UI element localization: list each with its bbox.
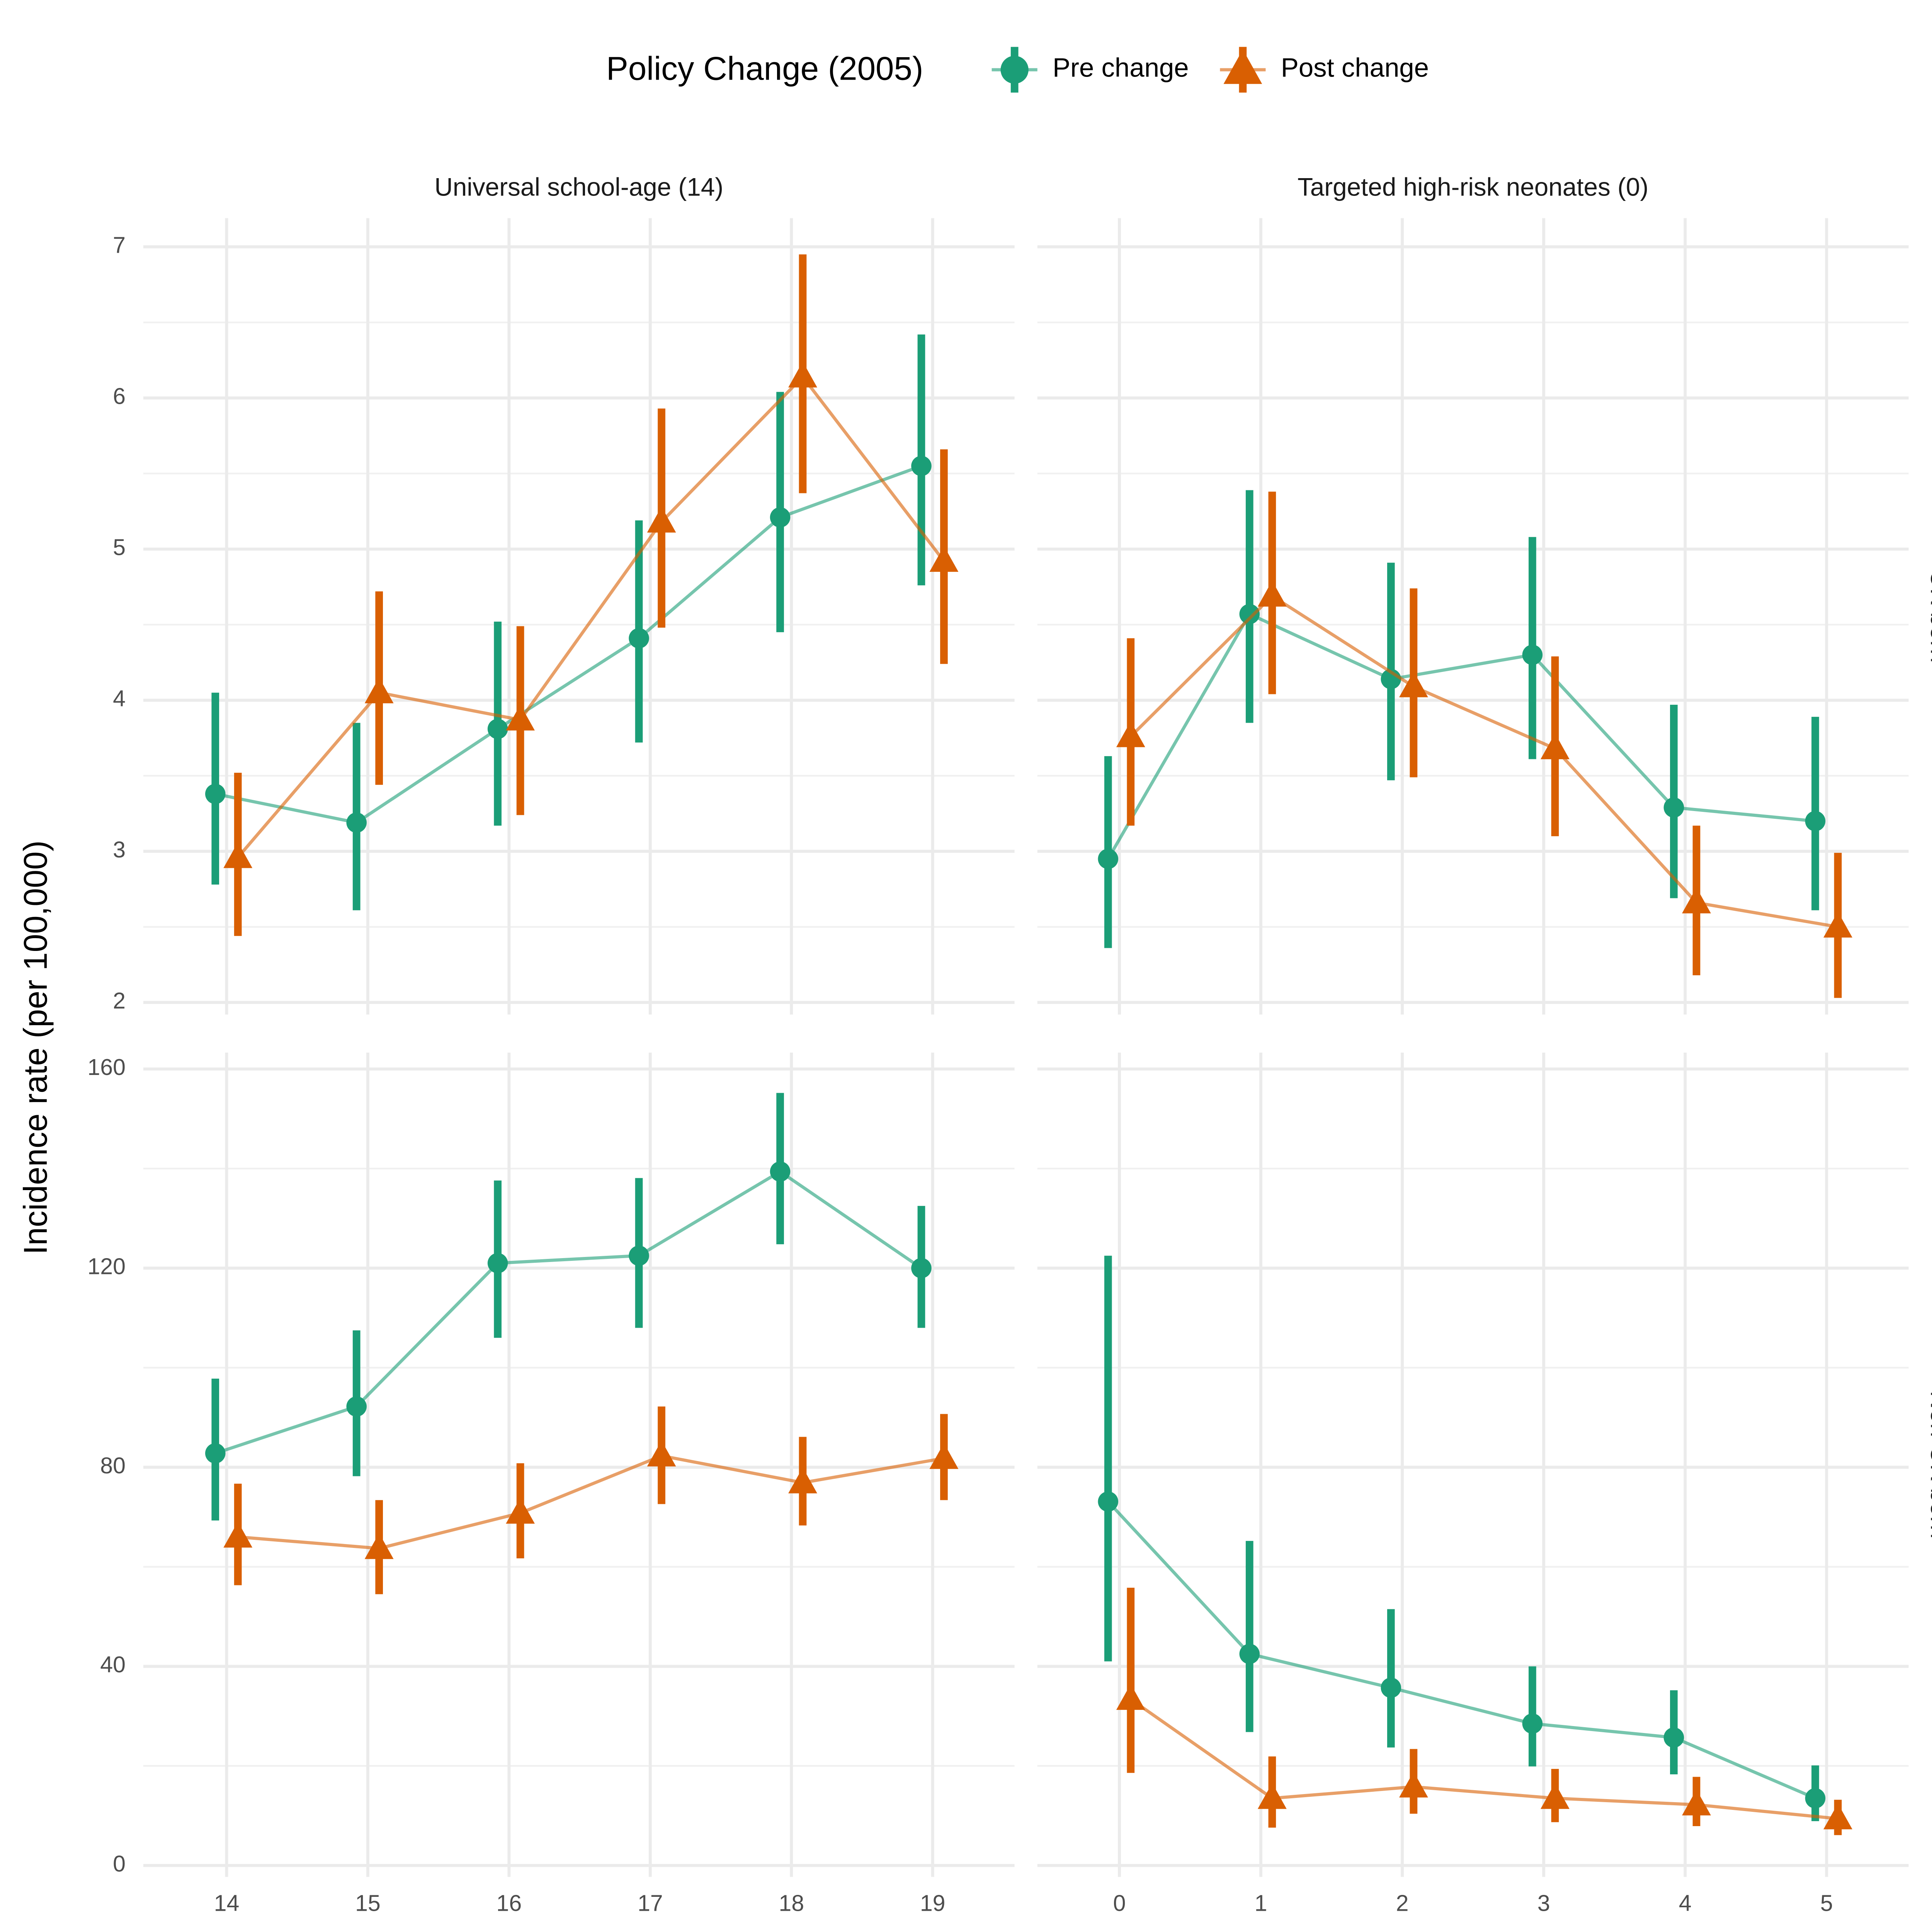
y-tick-label: 7 — [113, 232, 126, 258]
y-tick-label: 80 — [100, 1453, 126, 1478]
point — [1540, 733, 1570, 759]
point — [629, 628, 649, 649]
point — [911, 1258, 932, 1279]
point — [223, 842, 253, 868]
x-tick-label: 17 — [638, 1890, 663, 1916]
y-tick-label: 40 — [100, 1652, 126, 1677]
series-line — [238, 1454, 944, 1550]
point — [1682, 1789, 1711, 1816]
y-tick-label: 5 — [113, 535, 126, 560]
x-tick-label: 0 — [1113, 1890, 1126, 1916]
point — [1663, 797, 1684, 818]
point — [1682, 887, 1711, 913]
point — [1257, 1783, 1287, 1809]
y-tick-label: 2 — [113, 988, 126, 1014]
series-line — [214, 1170, 922, 1455]
point — [1823, 1803, 1852, 1830]
point — [1823, 912, 1852, 938]
y-tick-label: 4 — [113, 686, 126, 711]
point — [506, 1498, 535, 1524]
point — [487, 1253, 508, 1274]
point — [1540, 1783, 1570, 1809]
x-tick-label: 16 — [497, 1890, 522, 1916]
x-tick-label: 2 — [1396, 1890, 1409, 1916]
x-tick-label: 1 — [1255, 1890, 1267, 1916]
point — [1522, 1713, 1543, 1734]
point — [346, 812, 367, 833]
point — [929, 1443, 959, 1469]
point — [770, 1161, 791, 1182]
point — [1399, 1771, 1428, 1798]
point — [1805, 1788, 1826, 1809]
series-line — [236, 374, 946, 859]
point — [1098, 1491, 1118, 1512]
strip-label: Non-UK born — [1926, 1391, 1932, 1539]
legend-key-marker — [1000, 56, 1029, 84]
point — [1239, 604, 1260, 624]
y-tick-label: 0 — [113, 1851, 126, 1876]
series-line — [1107, 612, 1816, 860]
x-tick-label: 4 — [1679, 1890, 1692, 1916]
legend-title: Policy Change (2005) — [606, 50, 923, 87]
point — [1116, 1684, 1145, 1710]
point — [929, 546, 959, 572]
x-tick-label: 3 — [1537, 1890, 1550, 1916]
point — [788, 361, 817, 388]
point — [1805, 811, 1826, 832]
point — [1239, 1644, 1260, 1664]
point — [364, 1533, 394, 1559]
strip-label: UK born — [1926, 570, 1932, 663]
point — [364, 677, 394, 704]
point — [911, 456, 932, 476]
x-tick-label: 14 — [214, 1890, 240, 1916]
point — [647, 1440, 676, 1467]
point — [629, 1245, 649, 1266]
point — [1663, 1727, 1684, 1748]
x-tick-label: 19 — [920, 1890, 946, 1916]
point — [205, 1443, 226, 1464]
series-line — [1107, 1500, 1816, 1800]
series-line — [215, 464, 922, 825]
point — [223, 1522, 253, 1548]
legend-label: Post change — [1281, 53, 1429, 83]
x-axis-title: Age — [997, 1929, 1055, 1932]
point — [487, 719, 508, 739]
point — [346, 1396, 367, 1417]
point — [1098, 849, 1118, 869]
series-line — [1129, 1698, 1838, 1820]
point — [770, 507, 791, 528]
legend-key-marker — [1223, 49, 1262, 84]
y-axis-title: Incidence rate (per 100,000) — [17, 840, 54, 1255]
y-tick-label: 3 — [113, 837, 126, 862]
strip-label: Universal school-age (14) — [434, 173, 723, 201]
strip-label: Targeted high-risk neonates (0) — [1298, 173, 1648, 201]
point — [1381, 1677, 1401, 1698]
point — [788, 1467, 817, 1493]
y-tick-label: 120 — [87, 1254, 126, 1279]
point — [1522, 645, 1543, 665]
legend-label: Pre change — [1053, 53, 1189, 83]
point — [1116, 721, 1145, 747]
y-tick-label: 160 — [87, 1054, 126, 1080]
point — [1257, 580, 1287, 607]
point — [506, 704, 535, 731]
x-tick-label: 15 — [355, 1890, 381, 1916]
y-tick-label: 6 — [113, 384, 126, 409]
series-line — [1129, 594, 1838, 929]
x-tick-label: 18 — [779, 1890, 804, 1916]
point — [1399, 671, 1428, 697]
point — [647, 507, 676, 533]
point — [205, 784, 226, 804]
x-tick-label: 5 — [1820, 1890, 1833, 1916]
